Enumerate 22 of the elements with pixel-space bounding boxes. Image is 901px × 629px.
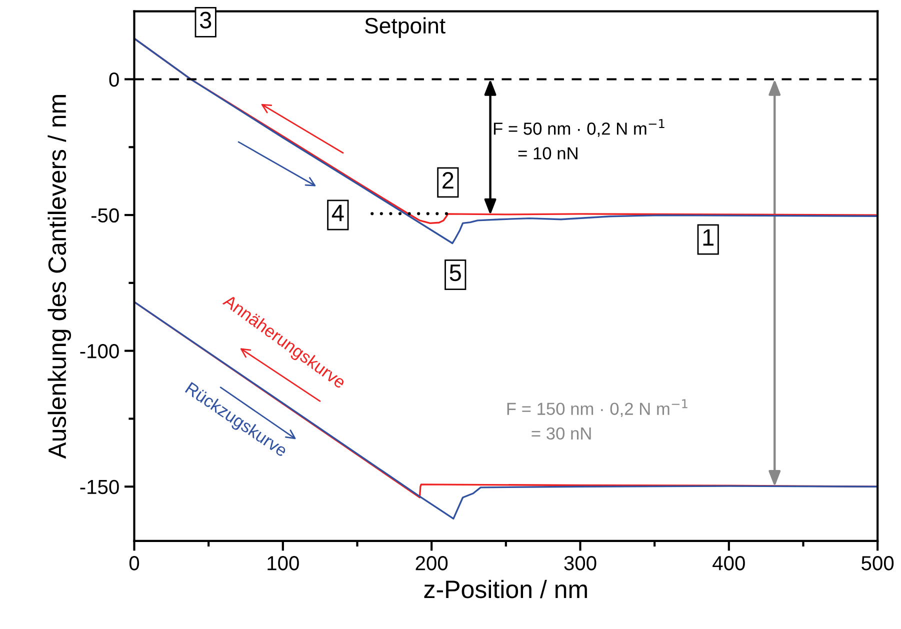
- annotation: 5: [450, 264, 461, 282]
- x-tick-label: 200: [416, 556, 448, 570]
- ref-line-label: Setpoint: [365, 17, 446, 38]
- x-tick-label: 500: [862, 556, 894, 570]
- y-tick-label: -50: [91, 208, 119, 223]
- y-tick-label: -150: [80, 480, 119, 494]
- x-axis-title: z-Position / nm: [424, 580, 587, 598]
- y-axis-title: Auslenkung des Cantilevers / nm: [48, 95, 72, 459]
- y-tick-label: -100: [80, 344, 119, 358]
- annotation: = 30 nN: [532, 427, 591, 440]
- annotation: F = 150 nm · 0,2 N m$^{−1}$: [507, 399, 688, 418]
- x-tick-label: 400: [712, 556, 745, 570]
- annotation: 1: [703, 229, 714, 246]
- x-tick-label: 100: [268, 556, 299, 570]
- annotation: F = 50 nm · 0,2 N m$^{−1}$: [494, 119, 664, 137]
- annotation: 4: [332, 204, 344, 222]
- annotation: = 10 nN: [518, 147, 578, 160]
- annotation: 2: [442, 172, 454, 189]
- annotation: 3: [200, 12, 212, 29]
- x-tick-label: 0: [129, 556, 140, 570]
- y-tick-label: 0: [109, 72, 119, 87]
- x-tick-label: 300: [564, 556, 596, 570]
